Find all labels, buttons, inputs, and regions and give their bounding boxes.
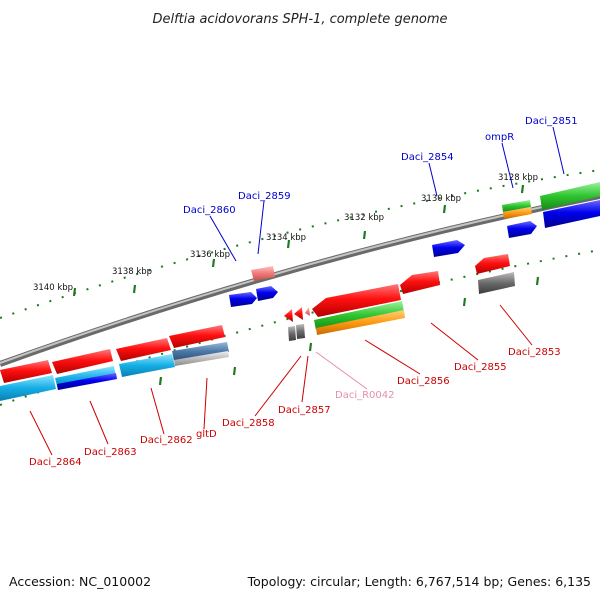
gene-daci-2862-cyan[interactable] bbox=[119, 354, 175, 377]
gene-ompr-green[interactable] bbox=[502, 200, 531, 212]
gene-label: Daci_2858 bbox=[222, 418, 275, 429]
reverse-gene-labels: Daci_2864 Daci_2863 Daci_2862 gltD Daci_… bbox=[29, 347, 561, 468]
gene-label: gltD bbox=[196, 429, 217, 440]
gene-daci-2857[interactable] bbox=[294, 307, 303, 320]
gene-daci-2857-gray[interactable] bbox=[296, 324, 305, 339]
gene-daci-2853[interactable] bbox=[475, 254, 510, 274]
gene-label: Daci_2854 bbox=[401, 152, 454, 163]
gene-label: Daci_2864 bbox=[29, 457, 82, 468]
gene-label: Daci_2851 bbox=[525, 116, 578, 127]
accession-text: Accession: NC_010002 bbox=[9, 574, 151, 589]
gene-label: Daci_2856 bbox=[397, 376, 450, 387]
gene-label: Daci_2860 bbox=[183, 205, 236, 216]
gene-daci-2858[interactable] bbox=[284, 309, 293, 322]
reverse-strand-genes bbox=[0, 254, 515, 401]
gene-daci-2862[interactable] bbox=[116, 338, 171, 361]
genome-summary-text: Topology: circular; Length: 6,767,514 bp… bbox=[247, 574, 591, 589]
gene-daci-2854[interactable] bbox=[432, 240, 465, 257]
gene-daci-2864[interactable] bbox=[0, 360, 52, 383]
gene-gltd-steel[interactable] bbox=[172, 342, 229, 361]
gene-daci-2856-green[interactable] bbox=[314, 301, 404, 330]
gene-gltd[interactable] bbox=[169, 325, 225, 348]
gene-gltd-silver[interactable] bbox=[174, 351, 229, 366]
map-title: Delftia acidovorans SPH-1, complete geno… bbox=[152, 12, 447, 27]
gene-daci-2851-green[interactable] bbox=[540, 182, 600, 210]
tick-label: 3138 kbp bbox=[112, 267, 152, 277]
gene-label: Daci_2859 bbox=[238, 191, 291, 202]
gene-daci-2855[interactable] bbox=[400, 271, 440, 294]
gene-daci-2858-gray[interactable] bbox=[288, 326, 296, 341]
gene-daci-2863[interactable] bbox=[52, 349, 113, 374]
gene-label: ompR bbox=[485, 132, 514, 143]
leader-lines bbox=[29, 126, 565, 456]
tick-label: 3130 kbp bbox=[421, 194, 461, 204]
tick-labels: 3140 kbp 3138 kbp 3136 kbp 3134 kbp 3132… bbox=[33, 173, 538, 293]
gene-ompr-orange[interactable] bbox=[503, 207, 532, 219]
gene-daci-2851[interactable] bbox=[543, 200, 600, 228]
gene-ompr[interactable] bbox=[507, 221, 537, 238]
tick-label: 3140 kbp bbox=[33, 283, 73, 293]
gene-daci-2864-cyan[interactable] bbox=[0, 375, 56, 401]
tick-label: 3134 kbp bbox=[266, 233, 306, 243]
gene-daci-2853-gray[interactable] bbox=[478, 272, 515, 294]
tick-label: 3136 kbp bbox=[190, 250, 230, 260]
gene-daci-2860[interactable] bbox=[229, 292, 257, 307]
gene-daci-r0042[interactable] bbox=[305, 307, 310, 316]
gene-label: Daci_R0042 bbox=[335, 390, 395, 401]
outer-tick-track bbox=[0, 169, 600, 319]
tick-label: 3128 kbp bbox=[498, 173, 538, 183]
gene-daci-2856[interactable] bbox=[312, 284, 401, 317]
gene-label: Daci_2857 bbox=[278, 405, 331, 416]
gene-daci-2859[interactable] bbox=[256, 286, 278, 301]
forward-gene-labels: Daci_2860 Daci_2859 Daci_2854 ompR Daci_… bbox=[183, 116, 578, 216]
gene-label: Daci_2853 bbox=[508, 347, 561, 358]
gene-daci-2863-blue[interactable] bbox=[57, 373, 117, 390]
gene-label: Daci_2863 bbox=[84, 447, 137, 458]
gene-daci-2856-orange[interactable] bbox=[316, 310, 405, 335]
gene-daci-2859-rna[interactable] bbox=[251, 266, 275, 281]
gene-label: Daci_2862 bbox=[140, 435, 193, 446]
forward-strand-genes bbox=[229, 182, 600, 307]
gene-label: Daci_2855 bbox=[454, 362, 507, 373]
tick-label: 3132 kbp bbox=[344, 213, 384, 223]
